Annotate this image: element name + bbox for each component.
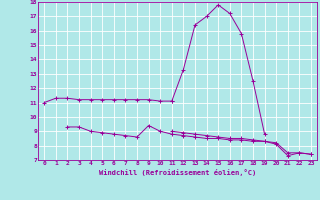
X-axis label: Windchill (Refroidissement éolien,°C): Windchill (Refroidissement éolien,°C) (99, 169, 256, 176)
